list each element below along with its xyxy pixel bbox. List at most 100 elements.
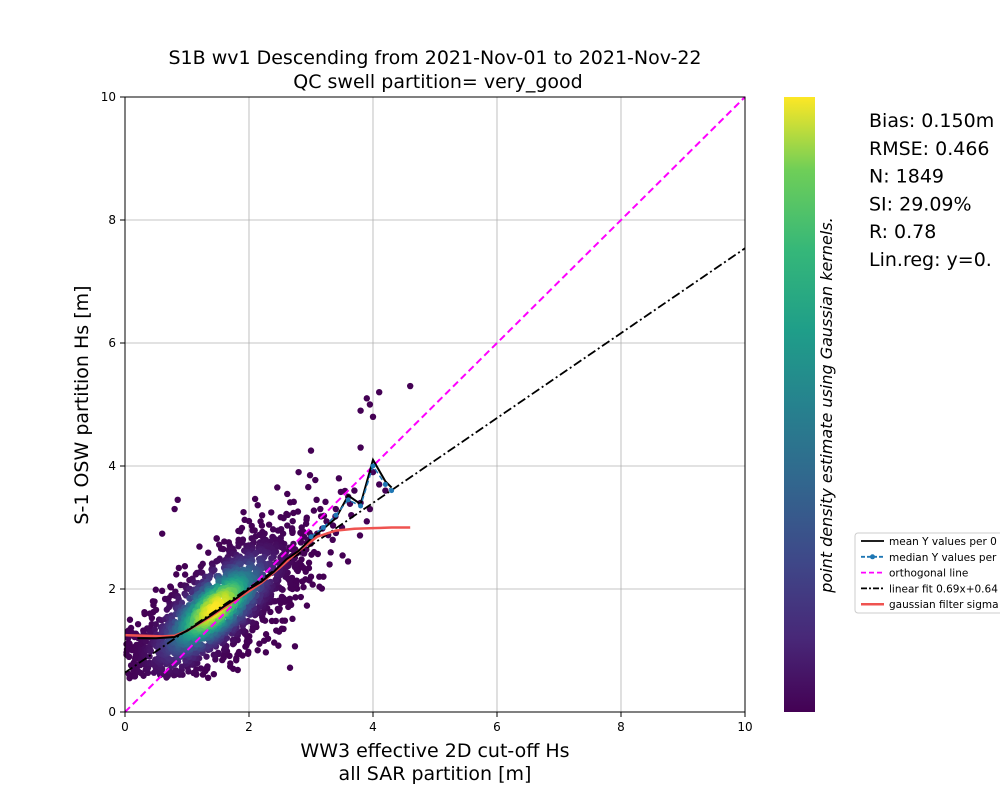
scatter-point-17 — [363, 518, 370, 525]
scatter-point-8 — [286, 664, 294, 671]
median-point-5 — [370, 463, 376, 469]
scatter-point-229 — [297, 539, 304, 546]
x-axis-label-line2: all SAR partition [m] — [339, 763, 532, 785]
scatter-point-274 — [204, 663, 211, 670]
gaussian-filter-line — [124, 526, 411, 638]
scatter-point-178 — [150, 601, 157, 609]
scatter-point-3 — [366, 401, 374, 408]
scatter-point-75 — [286, 499, 294, 506]
scatter-point-457 — [210, 651, 217, 659]
scatter-point-46 — [332, 505, 339, 513]
scatter-point-95 — [292, 594, 299, 601]
y-tick-label-0: 0 — [108, 705, 116, 719]
stat-line-3: SI: 29.09% — [869, 193, 972, 215]
scatter-point-115 — [290, 509, 297, 517]
legend: mean Y values per 0 median Y values per or… — [854, 532, 1000, 614]
scatter-point-78 — [126, 616, 134, 623]
scatter-point-100 — [268, 509, 275, 516]
scatter-point-7 — [171, 505, 178, 513]
scatter-point-1781 — [211, 605, 219, 612]
scatter-point-529 — [166, 603, 173, 611]
scatter-point-211 — [284, 522, 291, 529]
plot-area: 0 2 4 6 8 10 0 2 4 6 8 10 — [101, 90, 753, 734]
scatter-point-11 — [307, 447, 315, 454]
scatter-point-61 — [254, 647, 261, 654]
median-point-1 — [320, 525, 326, 530]
scatter-point-44 — [289, 615, 296, 623]
scatter-point-205 — [167, 584, 175, 591]
scatter-point-0 — [407, 382, 414, 390]
scatter-point-69 — [317, 505, 324, 513]
scatter-point-987 — [245, 603, 252, 610]
colorbar-label: point density estimate using Gaussian ke… — [817, 217, 836, 593]
scatter-point-83 — [310, 507, 318, 514]
scatter-point-261 — [152, 606, 160, 614]
x-tick-label-2: 4 — [369, 720, 377, 734]
scatter-point-88 — [300, 583, 307, 591]
scatter-point-56 — [240, 508, 247, 516]
x-axis-ticks: 0 2 4 6 8 10 — [121, 712, 753, 734]
scatter-point-26 — [339, 552, 346, 559]
scatter-point-54 — [316, 573, 323, 580]
scatter-point-57 — [322, 498, 329, 506]
linear-fit-line — [124, 247, 746, 674]
scatter-point-410 — [272, 536, 279, 543]
scatter-point-140 — [302, 520, 310, 527]
scatter-point-5 — [174, 496, 181, 504]
scatter-point-112 — [299, 578, 306, 585]
stat-line-0: Bias: 0.150m — [869, 110, 994, 132]
scatter-point-82 — [307, 573, 315, 580]
scatter-point-836 — [188, 589, 196, 596]
scatter-point-483 — [214, 557, 222, 564]
scatter-point-12 — [382, 487, 389, 494]
scatter-point-15 — [369, 468, 377, 476]
median-curve-line — [310, 464, 393, 538]
scatter-point-23 — [335, 475, 343, 482]
stat-line-1: RMSE: 0.466 — [869, 138, 990, 160]
scatter-point-473 — [229, 636, 236, 644]
scatter-point-179 — [274, 605, 282, 613]
scatter-point-132 — [268, 617, 276, 625]
legend-label-3: linear fit 0.69x+0.64 — [889, 583, 998, 595]
scatter-point-121 — [173, 571, 180, 578]
median-point-4 — [358, 503, 364, 509]
scatter-point-138 — [158, 587, 166, 595]
scatter-point-18 — [356, 532, 364, 539]
scatter-point-6 — [369, 413, 377, 420]
scatter-point-19 — [344, 558, 352, 565]
scatter-point-271 — [131, 672, 139, 680]
scatter-point-170 — [289, 517, 296, 525]
scatter-point-31 — [312, 476, 319, 484]
scatter-point-52 — [327, 549, 334, 556]
scatter-point-40 — [305, 483, 312, 491]
x-axis-label-line1: WW3 effective 2D cut-off Hs — [300, 740, 569, 762]
scatter-point-101 — [258, 512, 266, 519]
scatter-point-2 — [363, 395, 370, 402]
median-point-0 — [308, 534, 314, 540]
legend-frame — [854, 532, 1000, 614]
scatter-point-398 — [235, 543, 242, 550]
scatter-point-272 — [292, 561, 299, 568]
scatter-point-14 — [291, 643, 299, 650]
scatter-point-276 — [220, 545, 227, 553]
scatter-point-35 — [262, 649, 270, 656]
scatter-point-62 — [313, 496, 320, 504]
scatter-point-71 — [279, 617, 286, 624]
scatter-point-24 — [306, 472, 314, 479]
scatter-point-68 — [260, 637, 268, 644]
y-axis-label: S-1 OSW partition Hs [m] — [71, 285, 93, 524]
median-point-7 — [389, 488, 395, 494]
scatter-point-90 — [262, 631, 270, 638]
scatter-point-47 — [284, 490, 291, 498]
scatter-point-76 — [196, 543, 203, 550]
scatter-layer — [123, 382, 414, 682]
legend-label-4: gaussian filter sigma — [889, 599, 999, 611]
scatter-point-161 — [236, 528, 244, 535]
scatter-point-194 — [258, 522, 266, 529]
scatter-point-217 — [181, 571, 189, 578]
chart-title-line2: QC swell partition= very_good — [293, 71, 582, 93]
x-tick-label-5: 10 — [737, 720, 752, 734]
scatter-point-20 — [295, 468, 302, 476]
scatter-point-72 — [323, 518, 330, 525]
